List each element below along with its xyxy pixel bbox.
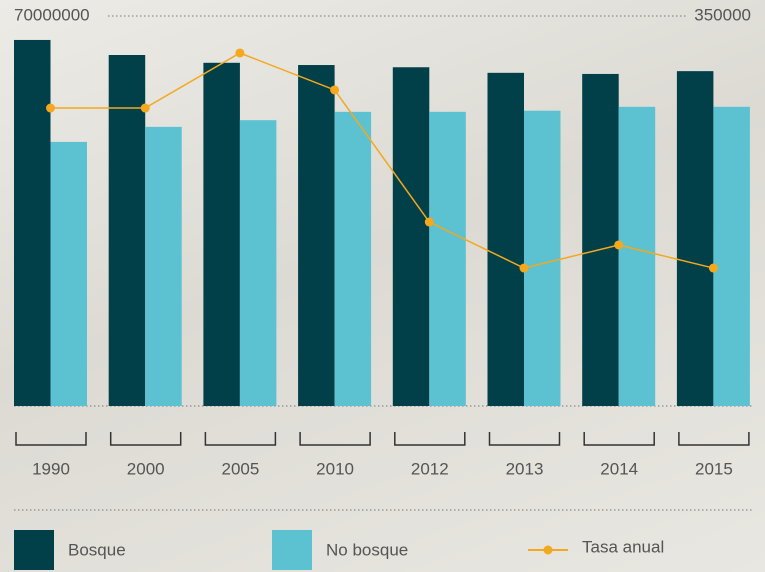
category-bracket [109, 432, 182, 446]
bar [676, 71, 714, 407]
line-point [46, 103, 55, 113]
bar [618, 106, 656, 407]
y-tick-label: 70000000 [14, 5, 90, 24]
line-point [708, 263, 718, 273]
legend-label: No bosque [326, 540, 408, 559]
bar [239, 120, 277, 406]
bar [713, 106, 750, 407]
x-tick-label: 2000 [127, 459, 165, 478]
bar [582, 73, 619, 406]
x-tick-label: 2014 [600, 459, 638, 478]
bar [392, 67, 430, 406]
legend-swatch-point [543, 545, 553, 555]
line-point [614, 240, 624, 250]
x-tick-label: 2013 [506, 459, 544, 478]
x-tick-label: 2012 [411, 459, 449, 478]
bar [145, 126, 182, 406]
bar [487, 72, 524, 406]
bar [203, 62, 240, 407]
legend-label: Tasa anual [582, 537, 664, 556]
bar [108, 55, 146, 406]
bar [429, 111, 466, 406]
line-point [140, 103, 150, 113]
bar [50, 141, 87, 406]
line-point [330, 85, 340, 95]
x-tick-label: 2010 [316, 459, 354, 478]
line [50, 52, 714, 269]
bar [14, 39, 51, 406]
bar [334, 111, 372, 406]
y2-tick-label: 350000 [694, 5, 751, 24]
category-bracket [299, 432, 371, 446]
category-bracket [488, 432, 561, 446]
bar [298, 65, 335, 407]
bar [524, 110, 561, 406]
category-bracket [394, 432, 466, 446]
category-bracket [15, 432, 87, 446]
category-bracket [204, 432, 277, 446]
x-tick-label: 2015 [695, 459, 733, 478]
category-bracket [678, 432, 750, 446]
line-point [519, 263, 529, 273]
legend-swatch [272, 530, 312, 570]
line-point [235, 48, 245, 58]
legend-swatch [14, 530, 54, 570]
category-bracket [583, 432, 655, 446]
x-tick-label: 2005 [221, 459, 259, 478]
legend-label: Bosque [68, 540, 126, 559]
x-tick-label: 1990 [32, 459, 70, 478]
line-point [424, 217, 434, 227]
